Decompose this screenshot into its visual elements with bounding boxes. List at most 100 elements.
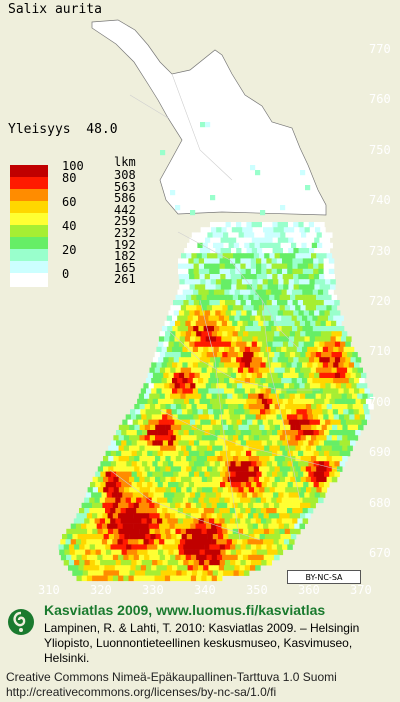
- grid-cell: [273, 492, 279, 498]
- grid-cell: [165, 367, 171, 374]
- grid-cell: [166, 315, 173, 322]
- grid-cell: [316, 435, 322, 441]
- grid-cell: [293, 248, 299, 254]
- grid-cell: [216, 502, 223, 509]
- grid-cell: [196, 393, 202, 400]
- grid-cell: [217, 456, 223, 462]
- grid-cell: [201, 320, 207, 327]
- grid-cell: [210, 284, 216, 290]
- grid-cell: [255, 388, 261, 394]
- grid-cell: [268, 554, 275, 561]
- grid-cell: [289, 227, 295, 233]
- grid-cell: [276, 346, 282, 353]
- grid-cell: [232, 367, 239, 374]
- grid-cell: [214, 326, 220, 332]
- grid-cell: [195, 279, 201, 285]
- grid-cell: [166, 362, 173, 368]
- grid-cell: [154, 502, 160, 509]
- grid-cell: [337, 456, 343, 462]
- grid-cell: [219, 497, 225, 504]
- grid-cell: [108, 570, 115, 576]
- grid-cell: [216, 393, 223, 400]
- grid-cell: [161, 388, 168, 394]
- grid-cell: [180, 367, 187, 374]
- grid-cell: [279, 367, 285, 374]
- grid-cell: [211, 393, 218, 400]
- grid-cell: [192, 378, 199, 384]
- grid-cell: [157, 471, 164, 478]
- grid-cell: [203, 414, 210, 420]
- grid-cell: [240, 508, 246, 514]
- grid-cell: [146, 560, 153, 566]
- grid-cell: [245, 289, 251, 296]
- grid-cell: [183, 258, 189, 264]
- grid-cell: [134, 404, 140, 410]
- grid-cell: [268, 320, 275, 327]
- grid-cell: [241, 248, 247, 254]
- grid-cell: [282, 471, 288, 478]
- grid-cell: [334, 300, 340, 306]
- grid-cell: [230, 560, 236, 566]
- grid-cell: [224, 268, 231, 275]
- grid-cell: [166, 409, 172, 415]
- grid-cell: [175, 513, 181, 519]
- grid-cell: [303, 461, 309, 467]
- grid-cell: [141, 544, 148, 550]
- grid-cell: [295, 435, 301, 441]
- cc-license-badge[interactable]: BY-NC-SA: [287, 570, 361, 584]
- grid-cell: [58, 544, 64, 550]
- grid-cell: [331, 367, 337, 374]
- grid-cell: [174, 336, 180, 342]
- grid-cell: [170, 513, 176, 519]
- y-tick-label: 740: [369, 193, 391, 208]
- grid-cell: [209, 450, 216, 457]
- grid-cell: [233, 570, 239, 576]
- grid-cell: [267, 248, 273, 254]
- grid-cell: [191, 331, 197, 337]
- grid-cell: [196, 502, 202, 509]
- grid-cell: [116, 549, 122, 556]
- grid-cell: [124, 570, 130, 576]
- grid-cell: [189, 549, 195, 556]
- grid-cell: [233, 445, 239, 452]
- grid-cell: [217, 253, 223, 259]
- grid-cell: [270, 242, 276, 249]
- grid-cell: [276, 544, 283, 550]
- grid-cell: [158, 336, 165, 342]
- grid-cell: [159, 539, 165, 545]
- grid-cell: [176, 487, 182, 493]
- grid-cell: [274, 554, 280, 561]
- grid-cell: [330, 279, 336, 285]
- grid-cell: [225, 222, 232, 228]
- grid-cell: [231, 539, 238, 545]
- grid-cell: [271, 508, 277, 514]
- x-tick-label: 370: [350, 583, 372, 597]
- grid-cell: [147, 398, 153, 405]
- grid-cell: [248, 367, 254, 374]
- grid-cell: [340, 419, 347, 426]
- grid-cell: [260, 346, 266, 353]
- grid-cell: [140, 565, 147, 571]
- grid-cell: [235, 258, 241, 264]
- grid-cell: [331, 294, 338, 301]
- grid-cell: [279, 445, 286, 452]
- grid-cell: [84, 560, 90, 566]
- grid-cell: [177, 388, 183, 394]
- grid-cell: [209, 482, 216, 488]
- grid-cell: [315, 352, 322, 358]
- grid-cell: [201, 367, 207, 374]
- grid-cell: [253, 456, 260, 462]
- grid-cell: [292, 497, 298, 504]
- grid-cell: [253, 435, 260, 441]
- grid-cell: [151, 565, 157, 571]
- grid-cell: [101, 539, 108, 545]
- grid-cell: [242, 523, 248, 530]
- grid-cell: [302, 258, 309, 264]
- grid-cell: [227, 456, 234, 462]
- grid-cell: [186, 456, 192, 462]
- grid-cell: [348, 388, 355, 394]
- grid-cell: [326, 367, 332, 374]
- grid-cell: [307, 497, 314, 504]
- grid-cell: [74, 560, 80, 566]
- grid-cell: [159, 575, 166, 582]
